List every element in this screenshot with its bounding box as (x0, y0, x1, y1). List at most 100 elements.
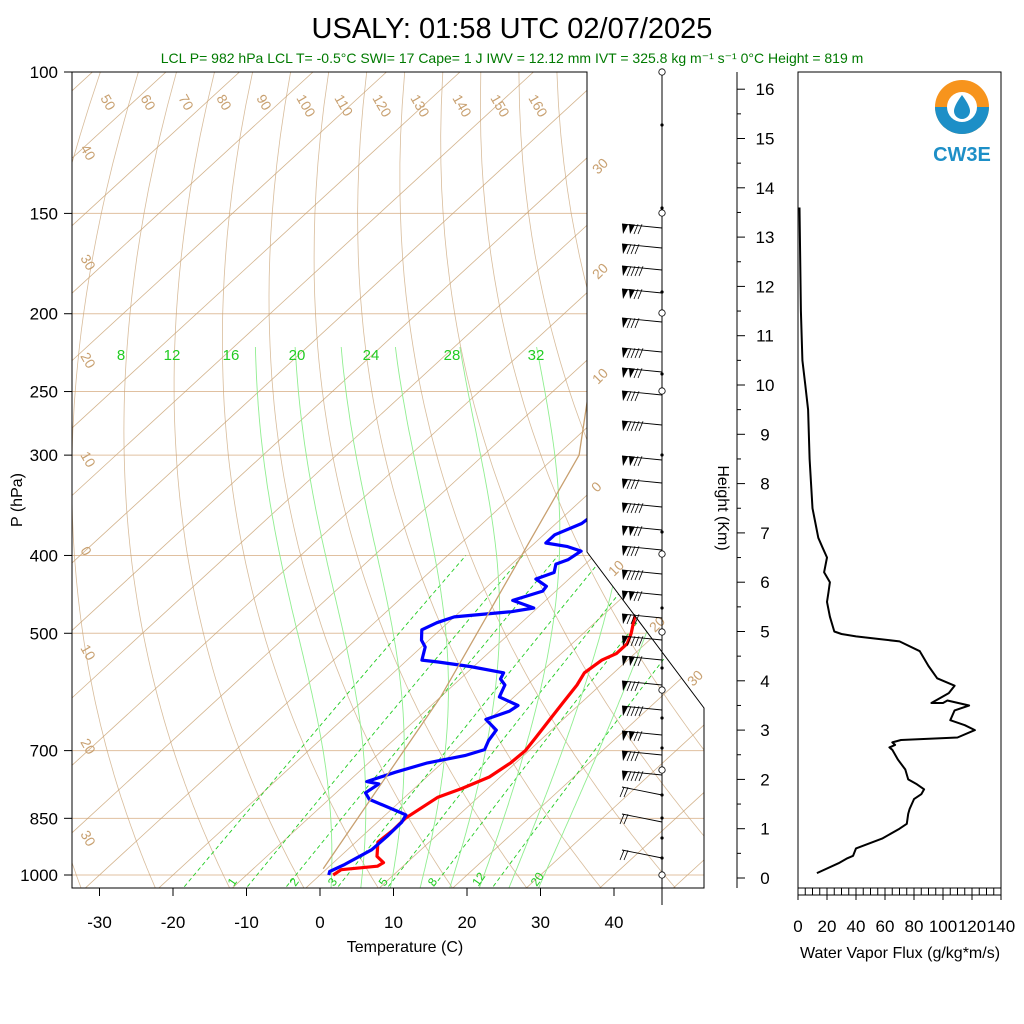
mixing-ratio-label: 1 (225, 875, 240, 889)
wind-barb-feather (637, 456, 643, 467)
wind-barb-pennant (622, 456, 628, 466)
isotherm-label: 40 (77, 142, 99, 164)
isotherm-label: 80 (213, 92, 235, 114)
wind-barb-pennant (622, 289, 628, 299)
wind-barb-feather (638, 636, 644, 647)
flux-tick-label: 80 (905, 917, 924, 936)
isotherm-label: 10 (77, 642, 99, 664)
mixing-ratio-line (383, 555, 650, 888)
wind-barb-pennant (622, 614, 628, 624)
wind-barb-feather (626, 244, 632, 255)
wind-barb-feather (630, 771, 636, 782)
barb-level-dot (660, 716, 664, 720)
dry-adiabat-line (72, 72, 101, 888)
isotherm-label: 10 (77, 449, 99, 471)
wind-barb-feather (637, 289, 643, 300)
mixing-ratio-label: 2 (287, 875, 302, 889)
isotherm-label: 0 (588, 478, 605, 495)
wind-barb-feather (633, 591, 639, 602)
wind-barb-pennant (629, 591, 635, 601)
wind-barb-feather (637, 368, 643, 379)
wind-barb-feather (626, 614, 632, 625)
dry-adiabat-line (937, 72, 1024, 892)
wind-barb-pennant (622, 526, 628, 536)
wind-barb (621, 613, 663, 625)
wind-barb-pennant (622, 771, 628, 781)
wind-barb-feather (630, 681, 636, 692)
temperature-tick-label: 0 (315, 913, 324, 932)
moist-adiabat-line (254, 346, 333, 888)
wind-barb-feather (626, 266, 632, 277)
parcel-profile-line (322, 235, 613, 870)
wind-barb-staff (621, 525, 663, 531)
height-tick-label: 7 (760, 524, 769, 543)
flux-profile-line (798, 207, 976, 875)
isotherm-label: 30 (77, 828, 99, 850)
wind-barb-staff (621, 367, 663, 373)
isotherm-line (72, 72, 681, 888)
wind-barb-feather (626, 636, 632, 647)
wind-barb-feather (630, 348, 636, 359)
isotherm-label: 110 (331, 92, 356, 120)
dry-adiabat-line (518, 72, 704, 888)
flux-profile (798, 207, 976, 875)
wind-barb (621, 265, 663, 277)
moist-adiabat-label: 16 (223, 347, 240, 364)
wind-barb-feather (630, 479, 636, 490)
wind-barb-staff (621, 730, 663, 736)
wind-barb (621, 390, 663, 402)
wind-barb-feather (630, 318, 636, 329)
wind-barb (621, 347, 663, 359)
height-tick-label: 3 (760, 721, 769, 740)
wind-barb-feather (634, 503, 640, 514)
wind-barb-feather (630, 421, 636, 432)
wind-barb-feather (638, 570, 644, 581)
moist-adiabat-line (506, 346, 632, 888)
temperature-tick-label: 30 (531, 913, 550, 932)
isotherm-label: 100 (293, 92, 319, 120)
wind-barb-feather (634, 318, 640, 329)
wind-barb-pennant (629, 731, 635, 741)
wind-barb-pennant (622, 503, 628, 513)
isotherm-label: 50 (97, 92, 119, 114)
height-tick-label: 9 (760, 425, 769, 444)
skew-t-panel: 50 60 70 80 90 100 110 120 130 140 150 160403020100… (9, 63, 1024, 956)
wind-barb-feather (638, 503, 644, 514)
wind-barb-feather (626, 348, 632, 359)
dry-adiabat-line (222, 72, 382, 888)
isotherm-label: 60 (137, 92, 159, 114)
wind-barb (621, 420, 663, 432)
mixing-ratio-label: 5 (376, 875, 391, 889)
wind-barb (621, 635, 663, 647)
wind-barb-feather (626, 318, 632, 329)
wind-barb-pennant (622, 391, 628, 401)
wind-barb (619, 849, 663, 861)
pressure-tick-label: 200 (30, 305, 58, 324)
moist-adiabat-line (340, 346, 405, 888)
wind-barb (621, 288, 663, 300)
dry-adiabat-line (72, 72, 158, 888)
mixing-ratio-line (429, 555, 691, 888)
wind-barb-pennant (622, 266, 628, 276)
temperature-tick-label: 20 (458, 913, 477, 932)
dry-adiabat-line (823, 72, 1024, 892)
pressure-tick-label: 700 (30, 742, 58, 761)
height-tick-label: 15 (756, 130, 775, 149)
isotherm-line (72, 72, 704, 888)
temperature-tick-label: -30 (87, 913, 112, 932)
mixing-ratio-label: 20 (528, 869, 547, 888)
height-tick-label: 2 (760, 770, 769, 789)
flux-tick-label: 100 (929, 917, 957, 936)
mixing-ratio-label: 3 (325, 875, 340, 889)
wind-barb-pennant (629, 289, 635, 299)
isotherm-label: 10 (589, 365, 611, 387)
wind-barb-pennant (622, 636, 628, 646)
isotherm-line (72, 72, 534, 888)
isotherm-label: 20 (77, 736, 99, 758)
wind-barb-feather (626, 771, 632, 782)
isotherm-label: 140 (449, 92, 475, 120)
wind-barb-feather (633, 289, 639, 300)
dry-adiabat-line (861, 72, 1024, 892)
height-tick-label: 11 (756, 327, 774, 346)
